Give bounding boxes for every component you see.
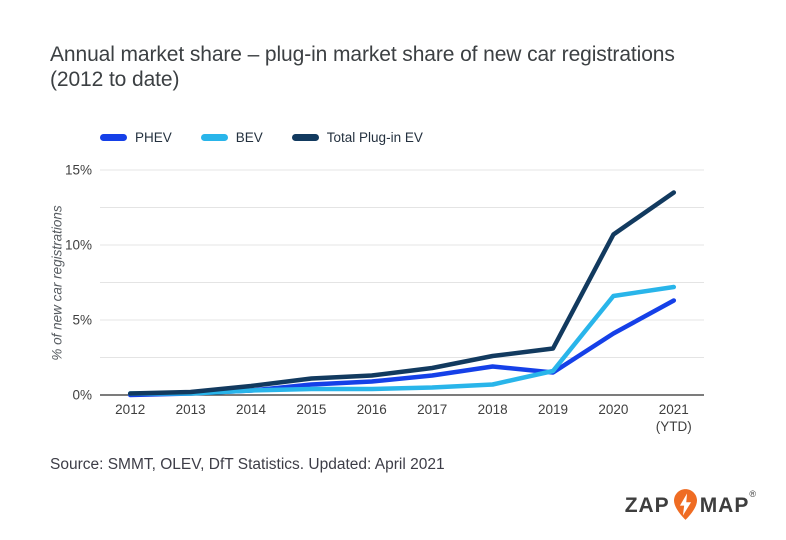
x-tick-label-line2: (YTD) [656,419,692,434]
legend-swatch-total [291,133,319,141]
map-pin-lightning-icon [673,488,697,520]
x-tick-label: 2019 [538,402,568,417]
source-note: Source: SMMT, OLEV, DfT Statistics. Upda… [50,456,445,473]
y-tick-label: 10% [65,238,92,253]
y-tick-label: 0% [72,388,92,403]
chart-title-line2: (2012 to date) [50,68,180,91]
legend-swatch-bev [200,133,228,141]
y-tick-label: 5% [72,313,92,328]
x-tick-label: 2018 [478,402,508,417]
chart-legend: PHEV BEV Total Plug-in EV [100,128,452,146]
series-line-phev [127,298,677,398]
series-line-bev [127,284,677,396]
legend-label-total: Total Plug-in EV [326,129,423,145]
legend-item-phev: PHEV [100,130,172,145]
legend-item-bev: BEV [200,129,263,145]
line-chart-plot: 0% 5% 10% 15% 2012 2013 2014 2015 2016 2017 2018 20… [65,163,704,434]
x-tick-label: 2021 [659,402,689,417]
x-tick-label: 2014 [236,402,267,417]
chart-title: Annual market share – plug-in market sha… [50,42,675,92]
zapmap-logo: ZAP MAP ® [625,488,756,522]
y-tick-label: 15% [65,163,92,178]
x-tick-label: 2017 [417,402,447,417]
legend-item-total: Total Plug-in EV [291,129,423,145]
legend-swatch-phev [100,133,127,141]
logo-text-zap: ZAP [624,493,670,517]
series-line-total-plug-in-ev [127,190,677,396]
chart-title-line1: Annual market share – plug-in market sha… [50,43,675,66]
x-tick-label: 2012 [115,402,145,417]
x-tick-label: 2015 [296,402,326,417]
lightning-bolt-icon [679,492,691,516]
registered-trademark: ® [749,489,756,499]
legend-label-phev: PHEV [135,129,172,145]
x-tick-label: 2013 [176,402,206,417]
x-tick-label: 2020 [598,402,628,417]
logo-text-map: MAP [699,493,750,517]
legend-label-bev: BEV [235,129,263,145]
x-tick-label: 2016 [357,402,387,417]
